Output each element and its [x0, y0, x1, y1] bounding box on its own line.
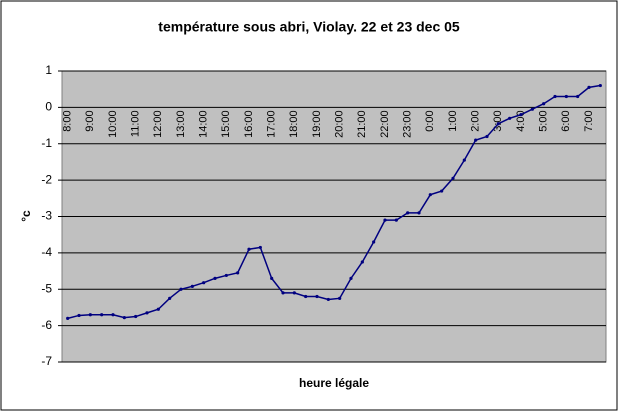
point [326, 297, 330, 302]
point [542, 102, 546, 106]
x-tick-label: 13:00 [175, 110, 187, 138]
x-tick-label: 20:00 [334, 110, 346, 138]
point [598, 83, 602, 88]
point [485, 134, 489, 139]
point [281, 291, 285, 295]
x-tick-label: 0:00 [424, 110, 436, 131]
x-tick-label: 6:00 [560, 110, 572, 131]
y-tick-label: -2 [41, 172, 52, 186]
x-tick-label: 8:00 [62, 110, 74, 131]
point [383, 218, 387, 222]
point [406, 211, 410, 215]
y-tick-label: -3 [41, 209, 52, 223]
series-line [67, 84, 601, 320]
point [122, 316, 126, 320]
point [360, 260, 364, 264]
y-tick-label: -5 [41, 281, 52, 295]
x-tick-label: 18:00 [288, 110, 300, 138]
point [508, 116, 512, 120]
point [77, 313, 81, 318]
point [564, 94, 568, 99]
chart-title: température sous abri, Violay. 22 et 23 … [158, 19, 460, 35]
y-tick-label: 0 [45, 100, 52, 114]
x-tick-label: 23:00 [402, 110, 414, 138]
point [394, 218, 398, 222]
point [134, 314, 138, 319]
x-tick-label: 1:00 [447, 110, 459, 131]
y-tick-label: -6 [41, 318, 52, 332]
x-tick-label: 21:00 [356, 110, 368, 138]
x-tick-label: 2:00 [470, 110, 482, 131]
x-tick-label: 16:00 [243, 110, 255, 138]
point [519, 113, 523, 117]
point [168, 296, 172, 300]
x-tick-label: 15:00 [220, 110, 232, 138]
x-tick-label: 19:00 [311, 110, 323, 138]
x-tick-label: 22:00 [379, 110, 391, 138]
y-axis-title: °c [19, 210, 33, 222]
point [474, 138, 478, 142]
point [111, 313, 115, 317]
x-tick-label: 7:00 [583, 110, 595, 131]
point [145, 311, 149, 315]
point [247, 247, 251, 251]
point [236, 271, 240, 275]
point [270, 276, 274, 280]
x-tick-label: 12:00 [152, 110, 164, 138]
y-tick-label: -4 [41, 245, 52, 259]
point [372, 240, 376, 244]
x-tick-label: 17:00 [266, 110, 278, 138]
point [179, 287, 183, 291]
point [66, 316, 70, 320]
point [587, 85, 591, 89]
point [213, 276, 217, 280]
x-tick-label: 14:00 [198, 110, 210, 138]
point [440, 189, 444, 193]
point [258, 245, 262, 250]
x-tick-label: 5:00 [538, 110, 550, 131]
point [553, 94, 557, 99]
point [315, 294, 319, 299]
point [304, 294, 308, 299]
y-tick-label: 1 [45, 63, 52, 77]
point [576, 94, 580, 99]
y-tick-label: -1 [41, 136, 52, 150]
x-axis-title: heure légale [299, 376, 369, 390]
point [292, 291, 296, 295]
point [190, 284, 194, 288]
x-tick-label: 11:00 [130, 110, 142, 137]
x-tick-label: 10:00 [107, 110, 119, 138]
point [202, 281, 206, 285]
point [349, 276, 353, 280]
x-tick-label: 9:00 [84, 110, 96, 131]
point [428, 193, 432, 197]
point [417, 211, 421, 215]
point [530, 107, 534, 111]
point [100, 313, 104, 317]
point [224, 273, 228, 278]
point [462, 158, 466, 162]
y-tick-label: -7 [41, 354, 52, 368]
point [156, 307, 160, 311]
point [451, 176, 455, 180]
point [338, 296, 342, 300]
point [88, 313, 92, 317]
point [496, 122, 500, 126]
